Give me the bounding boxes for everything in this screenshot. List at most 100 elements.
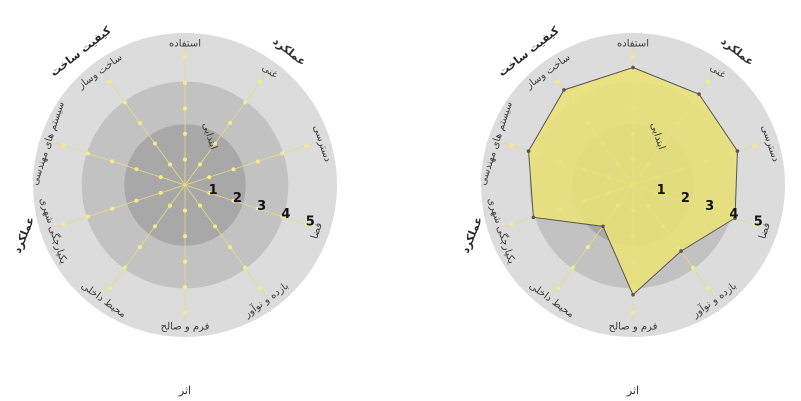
grid-dot xyxy=(228,244,233,249)
grid-dot xyxy=(134,198,139,203)
axis-label: استفاده xyxy=(617,39,649,50)
grid-dot xyxy=(137,121,142,126)
grid-dot xyxy=(85,151,90,156)
scale-label: 1 xyxy=(657,183,666,198)
grid-dot xyxy=(207,175,212,180)
chart-footer-label: اثر xyxy=(626,384,639,397)
axis-label: فضا xyxy=(757,221,773,240)
grid-dot xyxy=(255,206,260,211)
radar-spoke xyxy=(184,142,317,186)
grid-dot xyxy=(152,224,157,229)
grid-dot xyxy=(691,265,696,270)
grid-dot xyxy=(509,222,514,227)
category-label: عملکرد xyxy=(459,215,485,255)
grid-dot xyxy=(183,131,187,136)
series-point xyxy=(531,215,536,220)
grid-dot xyxy=(183,208,187,213)
grid-dot xyxy=(107,79,112,84)
grid-dot xyxy=(152,141,157,146)
grid-dot xyxy=(183,106,187,111)
radar-spoke xyxy=(184,184,267,297)
scale-label: 2 xyxy=(681,191,690,206)
grid-dot xyxy=(110,159,115,164)
scale-label: 2 xyxy=(233,191,242,206)
scale-label: 5 xyxy=(306,215,315,230)
grid-dot xyxy=(570,265,575,270)
scale-label: 3 xyxy=(705,199,714,214)
grid-dot xyxy=(752,222,757,227)
grid-dot xyxy=(183,310,187,315)
grid-dot xyxy=(631,310,635,315)
scale-label: 1 xyxy=(209,183,218,198)
axis-label: استفاده xyxy=(169,39,201,50)
grid-dot xyxy=(167,162,172,167)
grid-dot xyxy=(183,259,187,264)
grid-dot xyxy=(258,286,263,291)
grid-dot xyxy=(280,214,285,219)
grid-dot xyxy=(752,143,757,148)
category-label: عملکرد xyxy=(11,215,37,255)
radar-spoke xyxy=(53,184,186,228)
scale-label: 3 xyxy=(257,199,266,214)
series-point xyxy=(631,293,635,297)
grid-dot xyxy=(207,190,212,195)
radar-spoke xyxy=(184,73,267,186)
series-point xyxy=(601,224,605,229)
grid-dot xyxy=(255,159,260,164)
grid-dot xyxy=(231,167,236,172)
grid-dot xyxy=(631,55,635,60)
axis-label: فرم و صالح xyxy=(609,321,658,332)
grid-dot xyxy=(158,175,163,180)
grid-dot xyxy=(243,100,248,105)
grid-dot xyxy=(243,265,248,270)
scale-label: 4 xyxy=(281,207,290,222)
grid-dot xyxy=(198,162,203,167)
grid-dot xyxy=(258,79,263,84)
grid-dot xyxy=(137,244,142,249)
series-point xyxy=(733,216,737,220)
chart-footer-label: اثر xyxy=(178,384,191,397)
grid-dot xyxy=(85,214,90,219)
radar-spoke xyxy=(53,142,186,186)
series-point xyxy=(679,249,683,253)
axis-label: فرم و صالح xyxy=(161,321,210,332)
series-point xyxy=(697,92,701,96)
grid-dot xyxy=(167,203,172,208)
grid-dot xyxy=(183,157,187,162)
grid-dot xyxy=(183,234,187,239)
grid-dot xyxy=(304,143,309,148)
grid-dot xyxy=(122,100,127,105)
grid-dot xyxy=(61,143,66,148)
scale-label: 5 xyxy=(754,215,763,230)
grid-dot xyxy=(213,224,218,229)
grid-dot xyxy=(706,79,711,84)
grid-dot xyxy=(107,286,112,291)
axis-label: فضا xyxy=(309,221,325,240)
radar-spoke xyxy=(103,184,186,297)
grid-dot xyxy=(110,206,115,211)
grid-dot xyxy=(198,203,203,208)
grid-dot xyxy=(304,222,309,227)
scale-label: 4 xyxy=(729,207,738,222)
radar-spoke xyxy=(184,184,317,228)
grid-dot xyxy=(585,244,590,249)
grid-dot xyxy=(509,143,514,148)
series-point xyxy=(735,149,740,153)
grid-dot xyxy=(122,265,127,270)
series-point xyxy=(631,65,635,70)
grid-dot xyxy=(134,167,139,172)
grid-dot xyxy=(183,285,187,290)
grid-dot xyxy=(183,80,187,85)
grid-dot xyxy=(231,198,236,203)
series-point xyxy=(562,88,566,92)
radar-spoke xyxy=(103,73,186,186)
grid-dot xyxy=(183,55,187,60)
grid-dot xyxy=(280,151,285,156)
grid-dot xyxy=(706,286,711,291)
grid-dot xyxy=(158,190,163,195)
grid-dot xyxy=(555,79,560,84)
grid-dot xyxy=(228,121,233,126)
